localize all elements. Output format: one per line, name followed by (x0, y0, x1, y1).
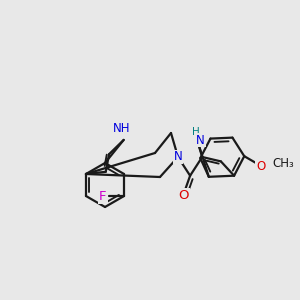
Text: O: O (178, 189, 189, 202)
Text: NH: NH (113, 122, 131, 136)
Text: H: H (192, 127, 200, 137)
Text: CH₃: CH₃ (272, 158, 294, 170)
Text: O: O (256, 160, 265, 173)
Text: N: N (196, 134, 205, 146)
Text: N: N (174, 151, 182, 164)
Text: F: F (99, 190, 106, 202)
